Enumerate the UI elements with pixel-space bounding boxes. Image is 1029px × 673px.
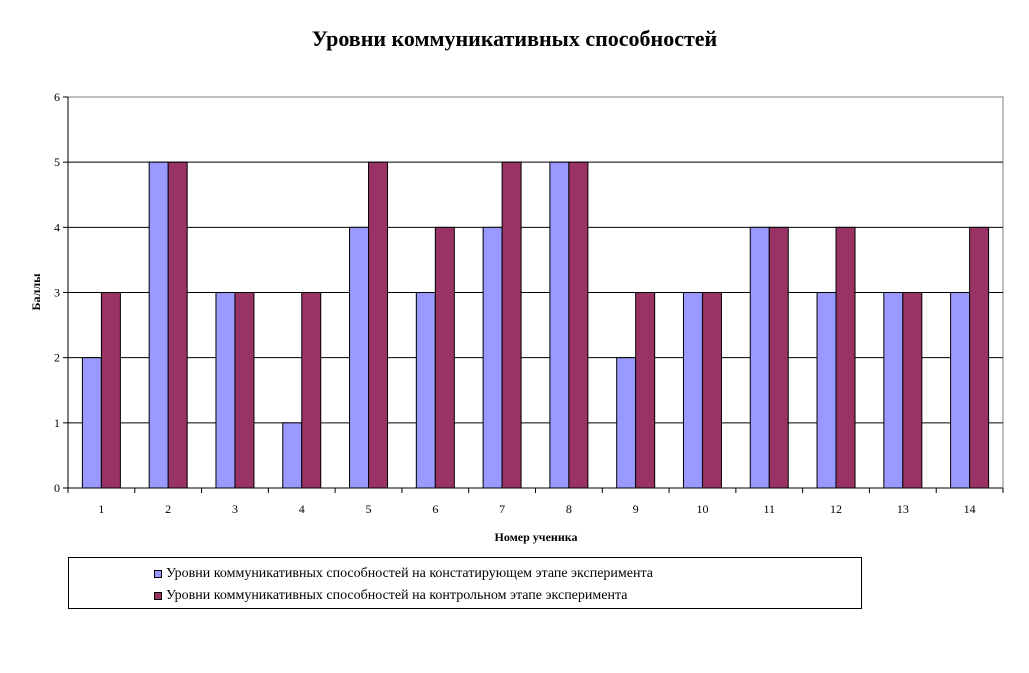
bar-series-2-2 [167, 161, 188, 489]
bar-series-1-10 [682, 292, 703, 489]
gridlines [67, 96, 1004, 489]
x-tick-label: 11 [763, 502, 775, 516]
bar-series-2-11 [768, 226, 789, 489]
legend-label-series-1: Уровни коммуникативных способностей на к… [166, 566, 653, 581]
bar-series-1-13 [883, 292, 904, 489]
y-axis-title: Баллы [29, 273, 43, 311]
y-tick-label: 0 [54, 481, 60, 495]
bar-series-2-1 [100, 292, 121, 489]
x-tick-label: 10 [696, 502, 708, 516]
y-tick-label: 3 [54, 286, 60, 300]
bar-series-1-11 [749, 226, 770, 489]
x-tick-label: 1 [98, 502, 104, 516]
bar-series-2-14 [969, 226, 990, 489]
x-tick-label: 6 [432, 502, 438, 516]
x-tick-label: 8 [566, 502, 572, 516]
x-axis-title: Номер ученика [495, 530, 578, 544]
bar-series-2-8 [568, 161, 589, 489]
y-tick-label: 1 [54, 416, 60, 430]
bar-series-1-5 [349, 226, 370, 489]
x-tick-label: 5 [366, 502, 372, 516]
chart-title: Уровни коммуникативных способностей [311, 26, 718, 51]
bar-series-2-3 [234, 292, 255, 489]
bar-series-1-8 [549, 161, 570, 489]
x-tick-label: 13 [897, 502, 909, 516]
bar-series-1-1 [81, 357, 102, 489]
bar-series-1-2 [148, 161, 169, 489]
bar-series-2-4 [301, 292, 322, 489]
x-tick-label: 3 [232, 502, 238, 516]
legend-item-series-2: Уровни коммуникативных способностей на к… [154, 588, 628, 604]
x-tick-label: 2 [165, 502, 171, 516]
bar-series-2-13 [902, 292, 923, 489]
bar-series-2-12 [835, 226, 856, 489]
x-tick-label: 12 [830, 502, 842, 516]
axes [63, 96, 1004, 493]
bar-series-1-9 [616, 357, 637, 489]
bar-series-2-5 [368, 161, 389, 489]
y-tick-label: 6 [54, 90, 60, 104]
x-tick-label: 4 [299, 502, 305, 516]
bar-series-1-12 [816, 292, 837, 489]
y-tick-label: 4 [54, 220, 60, 234]
legend: Уровни коммуникативных способностей на к… [68, 557, 862, 609]
bar-series-2-7 [501, 161, 522, 489]
legend-label-series-2: Уровни коммуникативных способностей на к… [166, 588, 628, 603]
bar-series-2-9 [635, 292, 656, 489]
bar-series-2-6 [434, 226, 455, 489]
bar-series-2-10 [701, 292, 722, 489]
x-tick-label: 14 [964, 502, 976, 516]
bar-series-1-14 [950, 292, 971, 489]
bar-series-1-6 [415, 292, 436, 489]
x-tick-label: 7 [499, 502, 505, 516]
legend-swatch-series-1 [154, 570, 162, 578]
bar-series-1-4 [282, 422, 303, 489]
bar-series-1-7 [482, 226, 503, 489]
bar-series-1-3 [215, 292, 236, 489]
y-tick-label: 2 [54, 351, 60, 365]
x-tick-label: 9 [633, 502, 639, 516]
legend-swatch-series-2 [154, 592, 162, 600]
bars [81, 161, 990, 489]
legend-item-series-1: Уровни коммуникативных способностей на к… [154, 566, 653, 582]
y-tick-label: 5 [54, 155, 60, 169]
